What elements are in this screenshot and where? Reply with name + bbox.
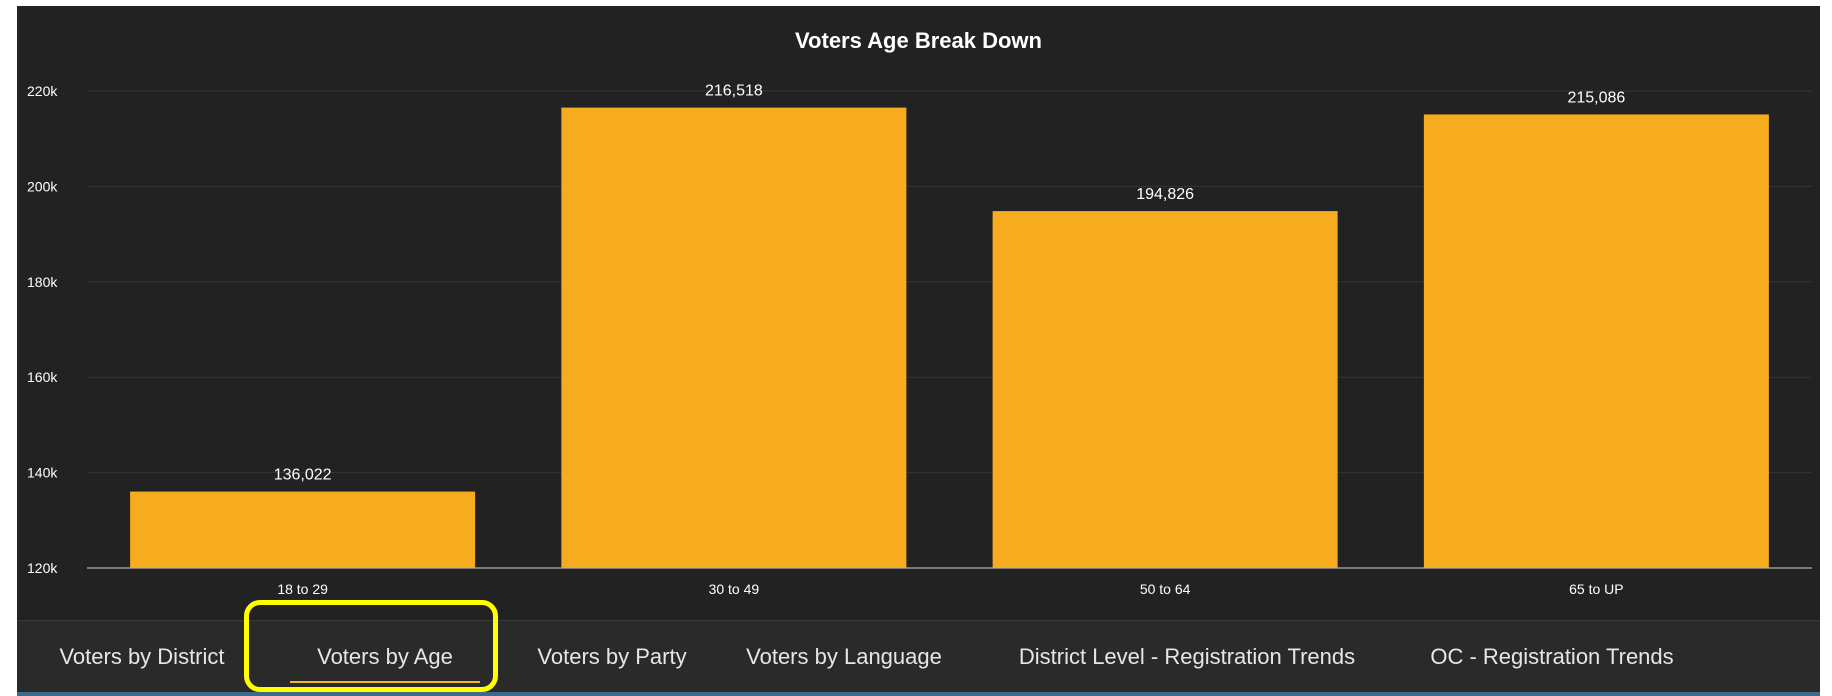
chart-panel: Voters Age Break Down 120k 140k 160k 180k 20… bbox=[17, 6, 1820, 694]
data-label: 194,826 bbox=[1136, 186, 1194, 203]
bar bbox=[130, 491, 476, 568]
tab-label: Voters by Age bbox=[317, 644, 453, 669]
tab-label: Voters by District bbox=[59, 644, 225, 669]
data-label: 136,022 bbox=[274, 467, 332, 484]
tab-voters-by-language[interactable]: Voters by Language bbox=[719, 621, 969, 693]
y-tick-label: 140k bbox=[27, 465, 58, 481]
tab-label: Voters by Language bbox=[746, 644, 942, 669]
tab-voters-by-district[interactable]: Voters by District bbox=[27, 621, 257, 693]
bar bbox=[1423, 114, 1769, 568]
x-tick-label: 50 to 64 bbox=[1140, 581, 1191, 597]
tab-voters-by-party[interactable]: Voters by Party bbox=[507, 621, 717, 693]
tab-voters-by-age[interactable]: Voters by Age bbox=[262, 621, 508, 693]
x-tick-label: 65 to UP bbox=[1569, 581, 1623, 597]
bar bbox=[561, 107, 907, 569]
tab-oc-registration-trends[interactable]: OC - Registration Trends bbox=[1402, 621, 1702, 693]
tab-label: Voters by Party bbox=[537, 644, 687, 669]
x-tick-label: 30 to 49 bbox=[709, 581, 760, 597]
chart-title: Voters Age Break Down bbox=[795, 28, 1042, 53]
bar bbox=[992, 211, 1338, 568]
y-tick-label: 180k bbox=[27, 274, 58, 290]
data-label: 215,086 bbox=[1567, 89, 1625, 106]
tab-bar: Voters by District Voters by Age Voters … bbox=[17, 620, 1820, 693]
active-tab-underline bbox=[290, 681, 480, 683]
tab-label: OC - Registration Trends bbox=[1430, 644, 1674, 669]
y-tick-label: 160k bbox=[27, 369, 58, 385]
data-label: 216,518 bbox=[705, 83, 763, 100]
y-tick-label: 200k bbox=[27, 178, 58, 194]
tab-district-level-registration-trends[interactable]: District Level - Registration Trends bbox=[977, 621, 1397, 693]
tab-label: District Level - Registration Trends bbox=[1018, 644, 1356, 669]
x-tick-label: 18 to 29 bbox=[277, 581, 328, 597]
bar-chart: 120k 140k 160k 180k 200k 220k 136,022 18 to 29 2… bbox=[27, 83, 1812, 597]
y-tick-label: 220k bbox=[27, 83, 58, 99]
bottom-strip bbox=[17, 692, 1820, 696]
y-tick-label: 120k bbox=[27, 560, 58, 576]
